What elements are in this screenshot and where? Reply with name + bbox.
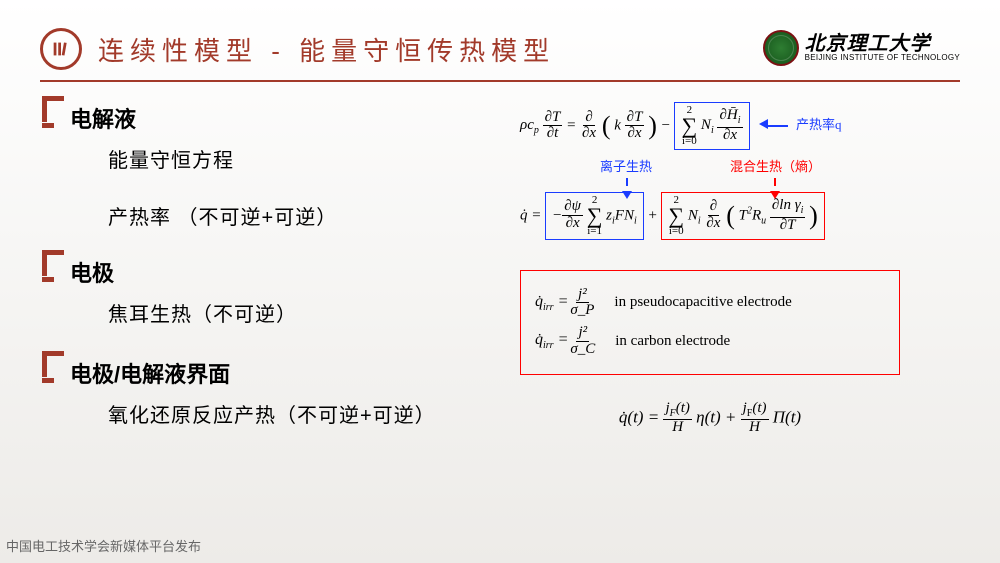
bracket-icon: [42, 96, 64, 122]
page-title: 连续性模型 - 能量守恒传热模型: [98, 31, 555, 68]
annot-ion-heat: 离子生热: [600, 156, 652, 175]
section-line: 能量守恒方程: [108, 144, 490, 173]
left-column: 电解液 能量守恒方程 产热率 （不可逆+可逆） 电极 焦耳生热（不可逆） 电极/…: [70, 98, 490, 518]
eq-electrode-box: q̇irr = j²σ_P in pseudocapacitive electr…: [520, 270, 900, 375]
frac-den: σ_C: [568, 342, 597, 358]
logo-cn-text: 北京理工大学: [805, 34, 960, 54]
logo-en-text: BEIJING INSTITUTE OF TECHNOLOGY: [805, 54, 960, 62]
sum-lower: i=0: [682, 136, 697, 147]
eq-heat-rate: q̇ = −∂ψ∂x 2∑i=1 ziFNi + 2∑i=0 Ni ∂∂x ( …: [520, 192, 960, 240]
university-logo: 北京理工大学 BEIJING INSTITUTE OF TECHNOLOGY: [763, 30, 960, 66]
arrow-left-icon: [759, 119, 768, 129]
books-icon: [40, 28, 82, 70]
bracket-icon: [42, 250, 64, 276]
section-interface: 电极/电解液界面 氧化还原反应产热（不可逆+可逆）: [70, 357, 490, 428]
section-title: 电解液: [70, 102, 490, 134]
frac-num: j²: [576, 325, 589, 342]
logo-seal-icon: [763, 30, 799, 66]
annot-heat-rate: 产热率q: [796, 117, 842, 132]
section-line: 氧化还原反应产热（不可逆+可逆）: [108, 399, 490, 428]
bracket-icon: [42, 351, 64, 377]
section-electrolyte: 电解液 能量守恒方程 产热率 （不可逆+可逆）: [70, 102, 490, 230]
section-electrode: 电极 焦耳生热（不可逆）: [70, 256, 490, 327]
right-column: ρcp ∂T∂t = ∂∂x ( k ∂T∂x ) − 2∑i=0 Ni ∂H̄…: [490, 98, 960, 518]
arrow-down-icon: [770, 191, 780, 199]
section-line: 焦耳生热（不可逆）: [108, 298, 490, 327]
eq-energy-conservation: ρcp ∂T∂t = ∂∂x ( k ∂T∂x ) − 2∑i=0 Ni ∂H̄…: [520, 102, 960, 150]
footer-text: 中国电工技术学会新媒体平台发布: [6, 536, 201, 555]
eq-desc: in carbon electrode: [615, 333, 730, 350]
annotation-row: 离子生热 混合生热（熵）: [570, 156, 960, 178]
eq-desc: in pseudocapacitive electrode: [614, 294, 791, 311]
eq-interface: q̇(t) = jF(t)H η(t) + jF(t)H Π(t): [520, 401, 900, 436]
arrow-down-icon: [622, 191, 632, 199]
section-title: 电极/电解液界面: [70, 357, 490, 389]
section-title: 电极: [70, 256, 490, 288]
frac-num: j²: [576, 287, 589, 304]
section-line: 产热率 （不可逆+可逆）: [108, 201, 490, 230]
frac-den: σ_P: [568, 303, 596, 319]
annot-mix-heat: 混合生热（熵）: [730, 156, 821, 175]
